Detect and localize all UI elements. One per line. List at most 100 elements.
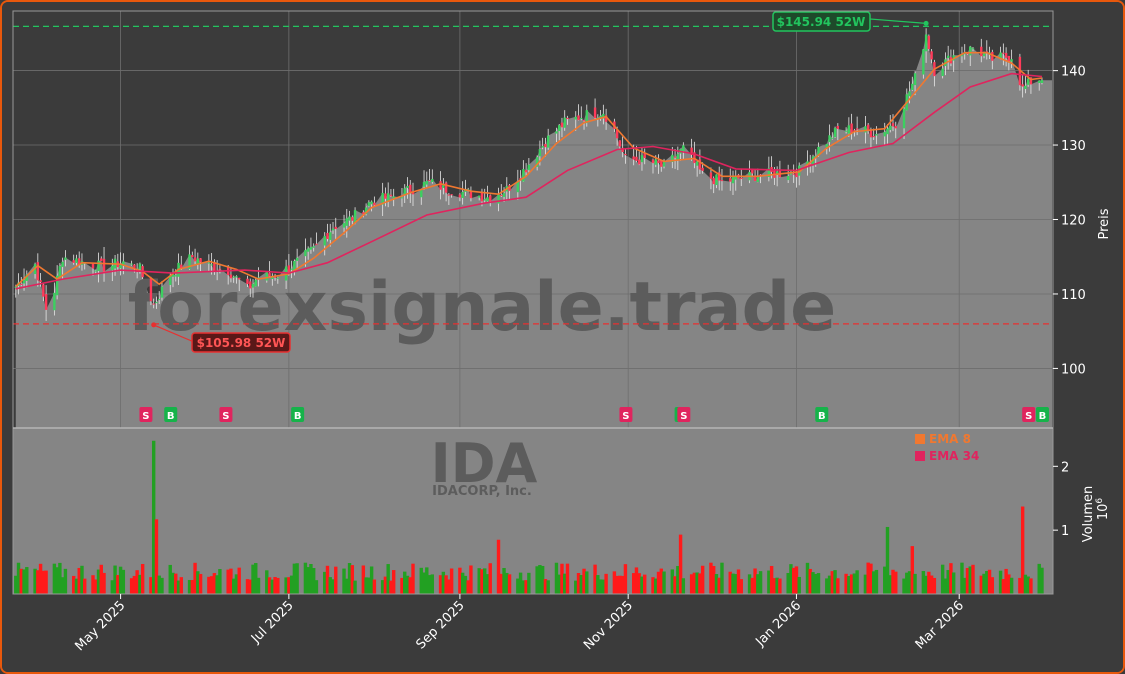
- candle: [999, 52, 1002, 59]
- volume-bar: [816, 573, 821, 594]
- candle: [712, 178, 715, 185]
- candle: [119, 263, 122, 269]
- candle: [1024, 85, 1027, 89]
- candle: [971, 48, 975, 50]
- candle: [342, 223, 346, 228]
- candle: [444, 182, 448, 193]
- volume-bar: [367, 577, 371, 594]
- high-52w-label-box: [772, 11, 871, 32]
- low-52w-arrowhead: [151, 322, 157, 328]
- candle: [276, 277, 280, 279]
- candle: [618, 140, 622, 147]
- buy-signal-label: B: [1039, 411, 1047, 422]
- volume-bar: [149, 577, 153, 594]
- legend-ema34-swatch: [915, 451, 925, 461]
- price-area: [15, 34, 1052, 428]
- candle: [207, 262, 211, 264]
- candle: [428, 179, 431, 181]
- candle: [558, 125, 561, 132]
- candle: [431, 178, 434, 183]
- sell-signal-badge: [139, 407, 153, 422]
- candle: [1021, 84, 1024, 87]
- volume-bar: [676, 566, 680, 594]
- candle: [469, 191, 473, 199]
- volume-bar: [949, 563, 953, 594]
- volume-bar: [560, 563, 564, 594]
- candle: [210, 264, 213, 266]
- volume-bar: [38, 563, 43, 594]
- candle: [855, 128, 859, 130]
- candle: [924, 34, 928, 52]
- candle: [196, 258, 200, 265]
- volume-bar: [499, 573, 503, 594]
- legend-ema34-label: EMA 34: [929, 449, 979, 463]
- volume-bar: [438, 575, 443, 594]
- volume-bar: [369, 566, 374, 594]
- volume-bar: [480, 569, 484, 594]
- candle: [894, 126, 897, 129]
- candle: [729, 178, 732, 182]
- volume-bar: [328, 577, 332, 594]
- volume-bar: [196, 571, 200, 594]
- buy-signal-badge: [1035, 407, 1049, 422]
- volume-bar: [425, 567, 429, 594]
- volume-bar: [441, 571, 446, 594]
- volume-bar: [83, 578, 87, 594]
- sell-signal-badge: [619, 407, 633, 422]
- volume-bar: [654, 578, 658, 594]
- candle: [638, 159, 641, 165]
- candle: [326, 232, 329, 239]
- sell-signal-label: S: [622, 411, 629, 422]
- volume-bar: [383, 576, 388, 594]
- volume-bar: [662, 571, 666, 594]
- candle: [36, 262, 40, 281]
- volume-bar: [598, 579, 603, 594]
- candle: [872, 136, 875, 138]
- candle: [814, 155, 817, 157]
- volume-bar: [63, 568, 68, 594]
- candle: [348, 216, 351, 221]
- candle: [364, 207, 368, 215]
- volume-bar: [565, 563, 570, 594]
- candle: [268, 273, 271, 277]
- candle: [889, 125, 892, 131]
- candle: [295, 257, 299, 261]
- volume-bar: [110, 580, 115, 594]
- volume-bar: [345, 578, 349, 594]
- volume-bar: [22, 569, 26, 594]
- volume-bar: [543, 579, 548, 594]
- volume-bar: [254, 563, 258, 594]
- candle: [502, 193, 506, 197]
- volume-bar: [631, 573, 636, 594]
- volume-tick-label: 2: [1061, 460, 1069, 475]
- volume-bar: [888, 575, 892, 594]
- volume-bar: [469, 565, 473, 594]
- low-52w-label-box: [191, 332, 291, 353]
- price-tick-label: 120: [1061, 214, 1086, 229]
- candle: [174, 275, 177, 277]
- volume-bar: [19, 568, 23, 594]
- volume-bar: [546, 580, 550, 594]
- volume-bar: [623, 564, 628, 594]
- candle: [290, 268, 293, 270]
- candle: [621, 147, 624, 153]
- candle: [384, 193, 387, 199]
- volume-tick-label: 1: [1061, 524, 1069, 539]
- candle: [969, 46, 972, 56]
- candle: [480, 192, 484, 202]
- volume-bar: [789, 564, 793, 594]
- candle: [662, 161, 666, 167]
- volume-bar: [874, 569, 879, 594]
- low-52w-arrow: [153, 324, 195, 343]
- volume-bar: [135, 570, 139, 594]
- volume-bar: [209, 576, 214, 594]
- volume-bar: [157, 575, 161, 594]
- candle: [75, 258, 78, 263]
- plot-border: [12, 10, 1054, 595]
- legend-ema8-label: EMA 8: [929, 432, 971, 446]
- volume-bar: [924, 575, 928, 594]
- volume-bar: [463, 575, 468, 594]
- candle: [478, 195, 481, 198]
